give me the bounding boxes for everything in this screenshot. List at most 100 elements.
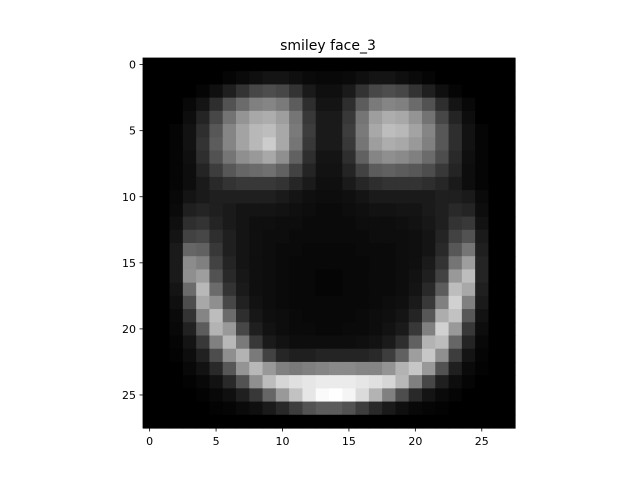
heatmap-cell (435, 84, 450, 99)
heatmap-cell (196, 401, 211, 416)
heatmap-cell (302, 203, 317, 218)
heatmap-cell (488, 176, 503, 191)
heatmap-cell (169, 414, 184, 429)
heatmap-cell (422, 203, 436, 218)
heatmap-cell (182, 176, 197, 191)
heatmap-cell (461, 361, 476, 376)
heatmap-cell (488, 163, 503, 178)
heatmap-cell (222, 190, 237, 204)
heatmap-cell (382, 256, 397, 271)
heatmap-cell (408, 150, 423, 165)
heatmap-cell (275, 295, 290, 310)
heatmap-cell (236, 97, 250, 112)
heatmap-cell (169, 163, 184, 178)
heatmap-cell (395, 243, 410, 257)
heatmap-cell (461, 375, 476, 389)
heatmap-cell (315, 137, 330, 152)
heatmap-cell (262, 190, 277, 204)
heatmap-cell (448, 110, 463, 125)
heatmap-cell (249, 375, 264, 389)
heatmap-cell (368, 243, 383, 257)
heatmap-cell (209, 322, 224, 337)
heatmap-cell (315, 110, 330, 125)
heatmap-cell (329, 137, 343, 152)
heatmap-cell (461, 58, 476, 72)
axes: 0 5 10 15 20 25 0 5 10 15 20 25 (122, 57, 516, 448)
heatmap-cell (289, 163, 304, 178)
heatmap-cell (368, 256, 383, 271)
heatmap-cell (249, 176, 264, 191)
heatmap-cell (422, 229, 436, 244)
heatmap-cell (395, 110, 410, 125)
heatmap-cell (249, 84, 264, 99)
heatmap-cell (262, 243, 277, 257)
heatmap-cell (422, 322, 436, 337)
heatmap-cell (236, 243, 250, 257)
heatmap-cell (315, 269, 330, 284)
heatmap-cell (382, 203, 397, 218)
heatmap-cell (435, 71, 450, 86)
heatmap-cell (501, 229, 516, 244)
heatmap-cell (302, 163, 317, 178)
heatmap-cell (236, 388, 250, 403)
heatmap-cell (355, 203, 370, 218)
heatmap-cell (262, 110, 277, 125)
heatmap-cell (435, 256, 450, 271)
heatmap-cell (249, 256, 264, 271)
heatmap-cell (355, 401, 370, 416)
heatmap-cell (236, 322, 250, 337)
heatmap-cell (156, 137, 171, 152)
heatmap-cell (275, 97, 290, 112)
heatmap-cell (395, 348, 410, 363)
heatmap-cell (488, 322, 503, 337)
heatmap-cell (262, 84, 277, 99)
heatmap-cell (329, 348, 343, 363)
heatmap-cell (355, 361, 370, 376)
heatmap-cell (182, 309, 197, 323)
heatmap-cell (342, 84, 357, 99)
heatmap-cell (461, 203, 476, 218)
heatmap-cell (222, 229, 237, 244)
heatmap-cell (422, 97, 436, 112)
heatmap-cell (475, 414, 490, 429)
heatmap-cell (422, 348, 436, 363)
heatmap-cell (169, 137, 184, 152)
heatmap-cell (262, 203, 277, 218)
heatmap-cell (249, 401, 264, 416)
heatmap-cell (209, 388, 224, 403)
heatmap-cell (289, 414, 304, 429)
heatmap-cell (196, 322, 211, 337)
heatmap-cell (395, 375, 410, 389)
heatmap-cell (196, 309, 211, 323)
heatmap-cell (488, 58, 503, 72)
heatmap-cell (501, 243, 516, 257)
heatmap-cell (315, 163, 330, 178)
heatmap-cell (488, 256, 503, 271)
heatmap-cell (156, 190, 171, 204)
heatmap-cell (196, 375, 211, 389)
heatmap-cell (435, 348, 450, 363)
heatmap-cell (262, 137, 277, 152)
heatmap-cell (501, 216, 516, 231)
heatmap-cell (275, 388, 290, 403)
heatmap-cell (275, 401, 290, 416)
heatmap-cell (435, 216, 450, 231)
heatmap-cell (422, 401, 436, 416)
y-tick-label: 5 (129, 125, 136, 138)
heatmap-cell (156, 282, 171, 297)
heatmap-cell (209, 401, 224, 416)
heatmap-cell (501, 110, 516, 125)
heatmap-cell (422, 269, 436, 284)
heatmap-cell (209, 97, 224, 112)
heatmap-cell (169, 256, 184, 271)
heatmap-cell (315, 348, 330, 363)
heatmap-cell (395, 388, 410, 403)
heatmap-cell (448, 401, 463, 416)
heatmap-cell (169, 176, 184, 191)
heatmap-cell (143, 124, 157, 138)
heatmap-cell (461, 71, 476, 86)
heatmap-cell (501, 348, 516, 363)
heatmap-cell (156, 243, 171, 257)
heatmap-cell (182, 256, 197, 271)
